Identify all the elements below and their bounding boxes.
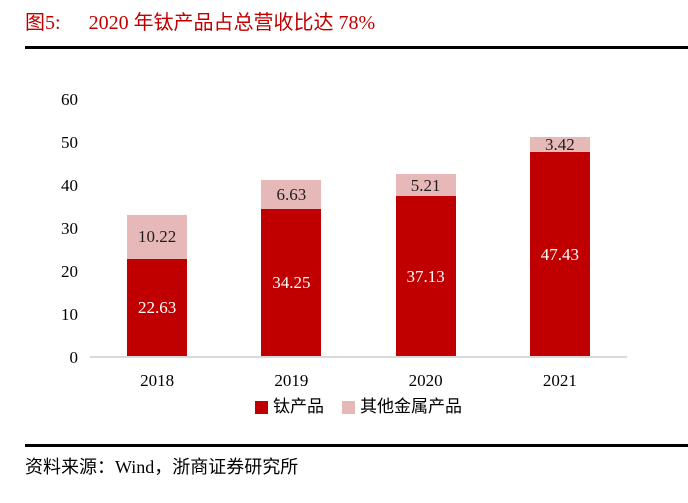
y-tick-label: 20: [61, 262, 78, 281]
bar-segment-other-metal: 10.22: [127, 214, 188, 259]
source-note: 资料来源：Wind，浙商证券研究所: [25, 457, 299, 477]
bar-stack: 10.22 22.63: [127, 214, 188, 356]
x-tick-label: 2020: [408, 371, 443, 390]
plot: 0 10 20 30 40 50 60 10.22 22.63 6.63 34.25 5.21 37.…: [25, 90, 627, 367]
x-tick-label: 2019: [274, 371, 309, 390]
x-axis-labels: 2018 2019 2020 2021: [90, 370, 627, 392]
bar-segment-other-metal: 3.42: [529, 135, 590, 155]
bar-column: 6.63 34.25: [224, 100, 358, 356]
bar-column: 10.22 22.63: [90, 100, 224, 356]
x-tick-label: 2021: [542, 371, 577, 390]
bar-value-label: 22.63: [138, 297, 177, 317]
y-tick-label: 60: [61, 90, 78, 109]
bar-column: 3.42 47.43: [493, 100, 627, 356]
bar-value-label: 5.21: [410, 175, 441, 195]
bar-segment-titanium: 47.43: [529, 152, 590, 356]
bar-segment-other-metal: 6.63: [261, 180, 322, 209]
bar-value-label: 6.63: [276, 184, 307, 204]
bar-value-label: 37.13: [406, 266, 445, 286]
bar-stack: 5.21 37.13: [395, 173, 456, 356]
bar-value-label: 34.25: [272, 272, 311, 292]
stacked-bar-chart: 0 10 20 30 40 50 60 10.22 22.63 6.63 34.25 5.21 37.…: [25, 90, 627, 417]
bar-column: 5.21 37.13: [359, 100, 493, 356]
bar-segment-other-metal: 5.21: [395, 173, 456, 197]
bar-stack: 6.63 34.25: [261, 180, 322, 356]
legend: 钛产品 其他金属产品: [90, 397, 627, 417]
figure-title-row: 图5: 2020 年钛产品占总营收比达 78%: [0, 0, 688, 37]
legend-item: 钛产品: [255, 397, 324, 417]
figure-label: 图5:: [25, 12, 61, 34]
legend-label: 其他金属产品: [360, 397, 462, 416]
bar-value-label: 47.43: [540, 244, 579, 264]
bar-stack: 3.42 47.43: [529, 135, 590, 356]
bar-segment-titanium: 34.25: [261, 208, 322, 356]
bar-segment-titanium: 22.63: [127, 258, 188, 356]
y-axis: 0 10 20 30 40 50 60: [25, 90, 90, 367]
y-tick-label: 50: [61, 133, 78, 152]
y-tick-label: 30: [61, 219, 78, 238]
y-tick-label: 10: [61, 305, 78, 324]
legend-label: 钛产品: [273, 397, 324, 416]
header-divider: [25, 46, 688, 49]
footer-divider: [25, 444, 688, 447]
bar-value-label: 3.42: [545, 135, 575, 155]
y-tick-label: 40: [61, 176, 78, 195]
legend-item: 其他金属产品: [342, 397, 462, 417]
legend-swatch: [342, 400, 355, 414]
bars-area: 10.22 22.63 6.63 34.25 5.21 37.13 3.42 47.43: [90, 100, 627, 358]
bar-segment-titanium: 37.13: [395, 196, 456, 356]
figure-title: 2020 年钛产品占总营收比达 78%: [88, 12, 376, 34]
legend-swatch: [255, 400, 268, 414]
y-tick-label: 0: [69, 348, 79, 367]
bar-value-label: 10.22: [138, 227, 177, 247]
x-tick-label: 2018: [140, 371, 175, 390]
